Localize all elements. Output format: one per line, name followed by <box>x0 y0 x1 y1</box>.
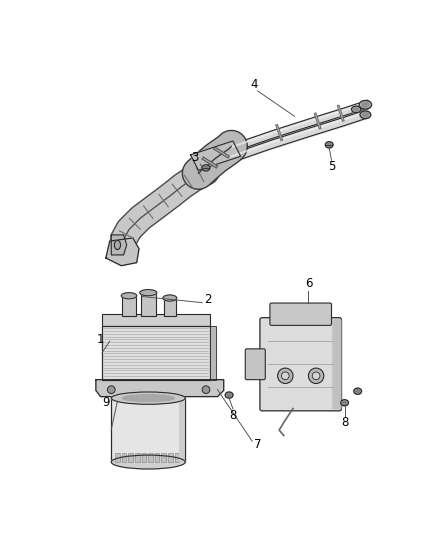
Ellipse shape <box>359 100 371 109</box>
Ellipse shape <box>111 392 185 405</box>
Text: 1: 1 <box>97 333 104 346</box>
Ellipse shape <box>225 392 233 398</box>
Text: 6: 6 <box>305 277 312 290</box>
Bar <box>135 453 140 462</box>
Circle shape <box>308 368 324 384</box>
Ellipse shape <box>140 289 157 296</box>
Ellipse shape <box>353 108 359 111</box>
Text: 4: 4 <box>251 78 258 91</box>
Ellipse shape <box>352 106 361 112</box>
FancyBboxPatch shape <box>332 319 342 409</box>
Ellipse shape <box>204 166 208 169</box>
Ellipse shape <box>122 394 174 401</box>
Ellipse shape <box>354 388 361 394</box>
Ellipse shape <box>360 111 371 118</box>
Circle shape <box>312 372 320 379</box>
Ellipse shape <box>341 400 349 406</box>
Bar <box>141 291 156 316</box>
Circle shape <box>107 386 115 393</box>
Bar <box>141 453 146 462</box>
FancyBboxPatch shape <box>102 314 210 328</box>
Polygon shape <box>111 235 127 255</box>
Bar <box>179 397 185 462</box>
Circle shape <box>278 368 293 384</box>
Polygon shape <box>191 141 240 170</box>
Ellipse shape <box>227 393 231 397</box>
Bar <box>111 397 185 462</box>
Circle shape <box>202 386 210 393</box>
Bar <box>128 453 133 462</box>
Ellipse shape <box>327 143 331 147</box>
Text: 2: 2 <box>205 293 212 306</box>
Ellipse shape <box>325 142 333 148</box>
Text: 9: 9 <box>102 396 110 409</box>
Bar <box>115 453 120 462</box>
Bar <box>164 296 176 316</box>
Ellipse shape <box>202 165 210 171</box>
Bar <box>148 453 153 462</box>
Polygon shape <box>106 238 139 265</box>
Bar <box>122 453 127 462</box>
Text: 8: 8 <box>229 409 237 422</box>
Text: 8: 8 <box>341 416 348 429</box>
Ellipse shape <box>114 240 120 249</box>
Text: 3: 3 <box>191 151 198 164</box>
Ellipse shape <box>362 102 369 107</box>
Text: 7: 7 <box>254 438 261 451</box>
Bar <box>102 326 210 379</box>
Bar <box>210 326 216 379</box>
Ellipse shape <box>343 401 346 405</box>
Polygon shape <box>96 379 224 397</box>
Bar <box>168 453 173 462</box>
FancyBboxPatch shape <box>245 349 265 379</box>
Ellipse shape <box>111 455 185 469</box>
Bar <box>162 453 166 462</box>
Text: 5: 5 <box>328 160 335 173</box>
Ellipse shape <box>163 295 177 301</box>
Bar <box>175 453 179 462</box>
Bar <box>122 294 136 316</box>
FancyBboxPatch shape <box>260 318 342 411</box>
FancyBboxPatch shape <box>270 303 332 325</box>
Ellipse shape <box>356 390 360 393</box>
Bar <box>155 453 159 462</box>
Ellipse shape <box>121 293 137 299</box>
Ellipse shape <box>362 112 369 117</box>
Circle shape <box>282 372 289 379</box>
